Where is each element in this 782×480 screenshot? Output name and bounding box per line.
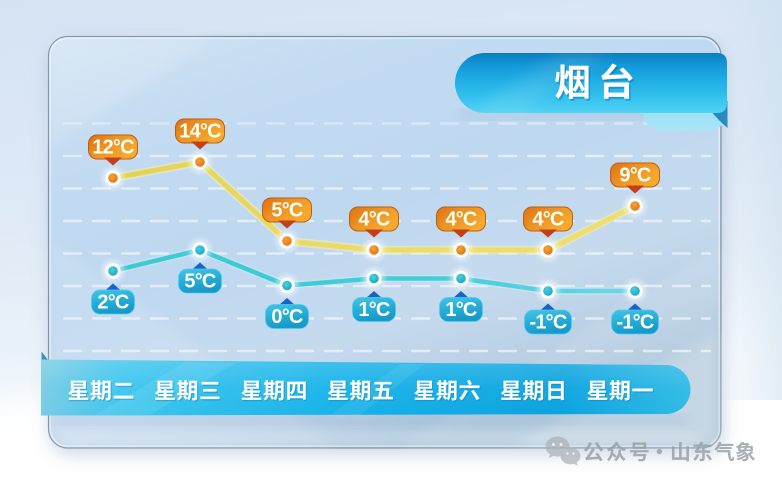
svg-text:4°C: 4°C [358, 209, 390, 231]
svg-text:4°C: 4°C [445, 209, 477, 231]
svg-text:1°C: 1°C [445, 299, 477, 321]
svg-text:5°C: 5°C [271, 200, 303, 222]
svg-text:1°C: 1°C [358, 299, 390, 321]
svg-text:0°C: 0°C [271, 306, 303, 328]
svg-text:4°C: 4°C [532, 209, 564, 231]
svg-text:-1°C: -1°C [616, 312, 653, 334]
svg-text:-1°C: -1°C [529, 312, 566, 334]
svg-text:14°C: 14°C [179, 121, 221, 143]
svg-text:5°C: 5°C [184, 271, 216, 293]
svg-text:12°C: 12°C [92, 137, 134, 159]
svg-text:9°C: 9°C [619, 165, 651, 187]
svg-text:2°C: 2°C [97, 292, 129, 314]
